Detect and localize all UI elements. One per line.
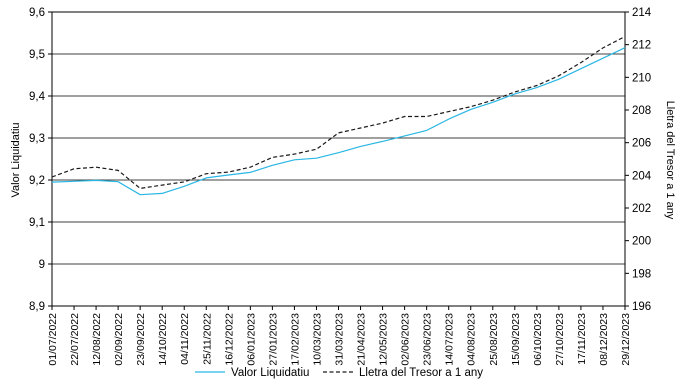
x-tick-label: 04/08/2023 [466,313,478,366]
y-axis-label-right: Lletra del Tresor a 1 any [664,101,676,220]
left-tick-label: 9,6 [29,7,45,19]
legend: Valor Liquidatiu Lletra del Tresor a 1 a… [195,367,483,379]
x-tick-label: 14/07/2023 [444,313,456,366]
x-tick-label: 01/07/2022 [47,313,59,366]
right-axis-ticks: 214 212 210 208 206 204 202 200 198 196 [625,7,652,313]
x-axis-ticks: 01/07/2022 22/07/2022 12/08/2022 02/09/2022… [47,306,632,366]
x-tick-label: 22/07/2022 [69,313,81,366]
x-tick-label: 29/12/2023 [620,313,632,366]
right-tick-label: 202 [632,203,651,215]
series-line-lletra-del-tresor [51,35,626,189]
left-tick-label: 9,3 [29,133,45,145]
y-axis-label-left: Valor Liquidatiu [10,122,22,197]
left-tick-label: 9,5 [29,49,45,61]
plot-area-frame [51,11,626,307]
left-tick-label: 9,2 [29,175,45,187]
x-tick-label: 02/09/2022 [113,313,125,366]
x-tick-label: 27/01/2023 [267,313,279,366]
right-tick-label: 214 [632,7,652,19]
x-tick-label: 06/01/2023 [245,313,257,366]
right-tick-label: 208 [632,105,651,117]
x-tick-label: 27/10/2023 [554,313,566,366]
right-tick-label: 206 [632,138,651,150]
x-tick-label: 17/02/2023 [289,313,301,366]
x-tick-label: 12/05/2023 [378,313,390,366]
legend-label-valor-liquidatiu: Valor Liquidatiu [231,367,309,379]
x-tick-label: 10/03/2023 [311,313,323,366]
x-tick-label: 14/10/2022 [157,313,169,366]
x-tick-label: 21/04/2023 [356,313,368,366]
series-line-valor-liquidatiu [51,47,626,196]
x-tick-label: 17/11/2023 [576,313,588,365]
x-tick-label: 25/11/2022 [201,313,213,365]
x-tick-label: 23/06/2023 [422,313,434,366]
left-tick-label: 9,4 [29,91,46,103]
x-tick-label: 12/08/2022 [91,313,103,366]
x-tick-label: 04/11/2022 [179,313,191,365]
x-tick-label: 31/03/2023 [334,313,346,366]
x-tick-label: 25/08/2023 [488,313,500,366]
legend-label-lletra-del-tresor: Lletra del Tresor a 1 any [359,367,483,379]
left-tick-label: 8,9 [29,301,45,313]
x-tick-label: 02/06/2023 [400,313,412,366]
x-tick-label: 16/12/2022 [223,313,235,366]
x-tick-label: 08/12/2023 [598,313,610,366]
left-tick-label: 9 [39,259,45,271]
x-tick-label: 06/10/2023 [532,313,544,366]
left-axis-ticks: 9,6 9,5 9,4 9,3 9,2 9,1 9 8,9 [29,7,52,313]
right-tick-label: 200 [632,236,651,248]
right-tick-label: 204 [632,170,652,182]
x-tick-label: 23/09/2022 [135,313,147,366]
x-tick-label: 15/09/2023 [510,313,522,366]
series-layer [51,35,626,196]
right-tick-label: 212 [632,40,651,52]
grid-lines [52,53,625,265]
right-tick-label: 196 [632,301,651,313]
left-tick-label: 9,1 [29,217,45,229]
right-tick-label: 198 [632,268,651,280]
right-tick-label: 210 [632,72,651,84]
